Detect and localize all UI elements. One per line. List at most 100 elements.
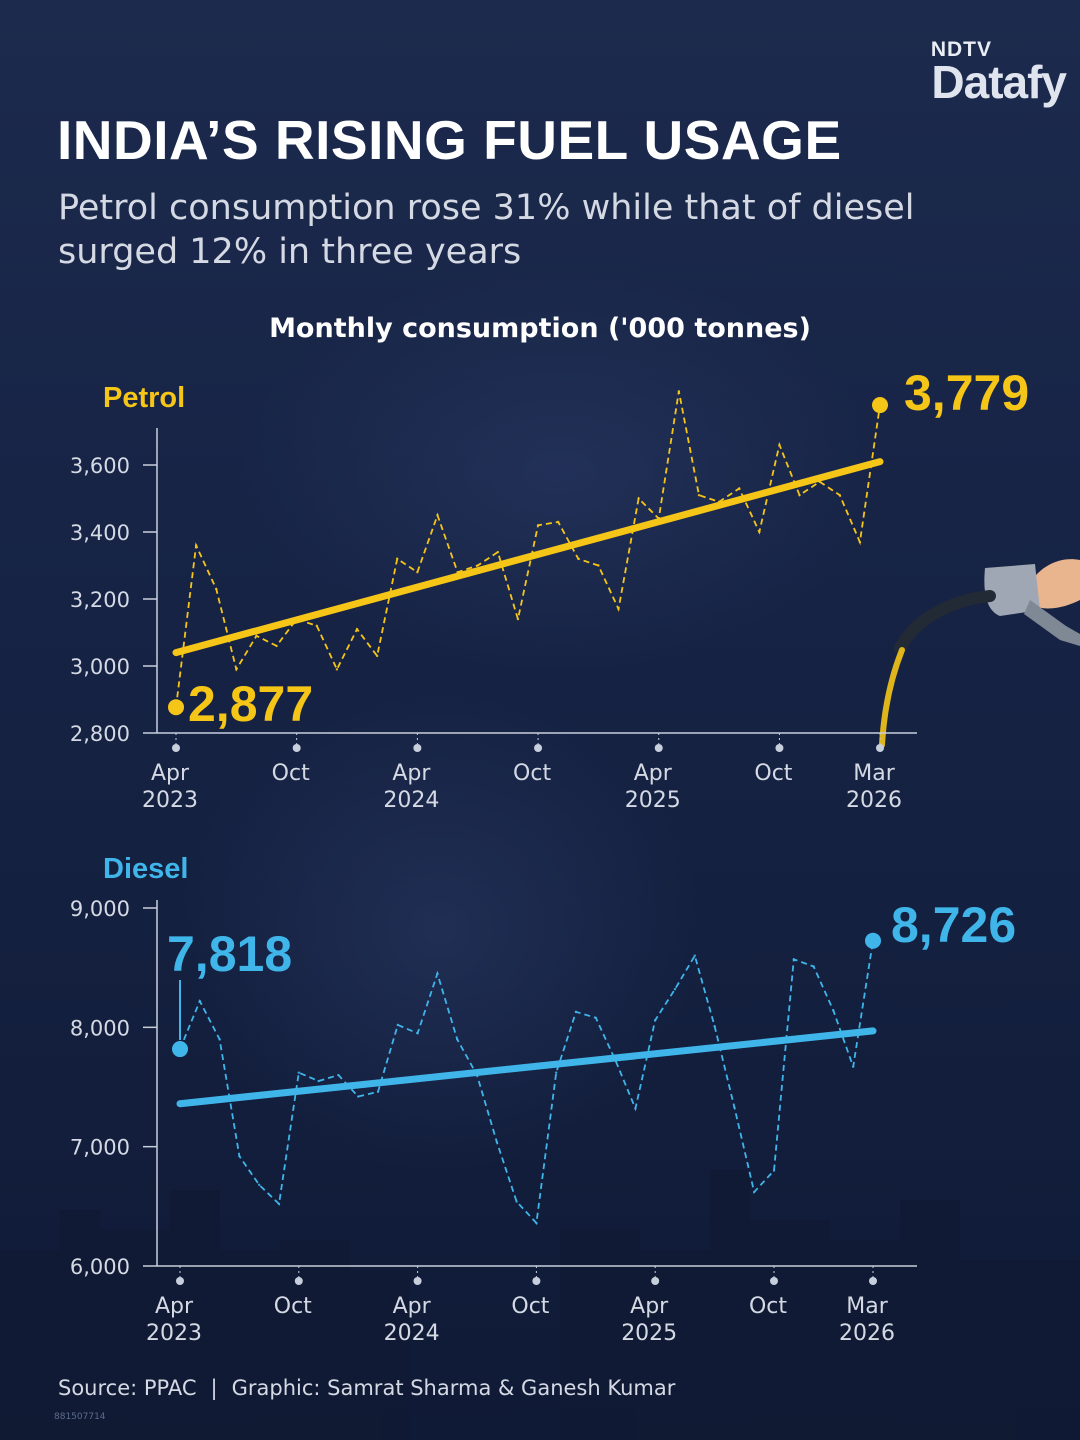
diesel-data-point <box>317 1079 320 1083</box>
petrol-data-point <box>798 493 801 497</box>
petrol-x-tick-label: 2025 <box>625 788 681 813</box>
petrol-data-point <box>275 644 278 648</box>
petrol-data-point <box>738 487 741 490</box>
diesel-data-point <box>495 1140 498 1144</box>
diesel-x-tick-label: 2024 <box>384 1321 440 1346</box>
ndtv-datafy-logo: NDTV Datafy <box>931 38 1067 108</box>
diesel-y-tick-label: 7,000 <box>70 1136 130 1160</box>
source-text: Source: PPAC <box>58 1376 197 1400</box>
diesel-data-point <box>277 1202 281 1206</box>
fuel-pump-nozzle-icon <box>879 559 1080 748</box>
petrol-trend-line <box>172 458 884 657</box>
chart-heading: Monthly consumption ('000 tonnes) <box>269 313 811 344</box>
petrol-x-tick-label: Apr <box>392 761 431 786</box>
diesel-x-tick-dot <box>770 1277 778 1285</box>
diesel-x-tick-label: Mar <box>846 1294 888 1319</box>
petrol-data-point <box>577 557 580 560</box>
diesel-data-point <box>733 1106 736 1109</box>
diesel-x-tick-label: Apr <box>155 1294 194 1319</box>
diesel-data-point <box>654 1018 657 1022</box>
diesel-data-point <box>515 1200 518 1203</box>
petrol-x-tick-dot <box>534 744 543 752</box>
petrol-data-point <box>335 668 339 671</box>
petrol-x-tick-dot <box>654 744 663 752</box>
diesel-trend-line <box>176 1027 877 1108</box>
petrol-end-value-label: 3,779 <box>904 365 1029 421</box>
petrol-data-point <box>476 564 479 567</box>
diesel-start-dot <box>172 1041 188 1058</box>
petrol-x-tick-label: Mar <box>853 761 895 786</box>
petrol-x-tick-label: 2024 <box>383 788 439 813</box>
petrol-y-tick-label: 3,200 <box>70 588 130 612</box>
petrol-data-point <box>556 520 560 524</box>
diesel-data-point <box>673 987 677 991</box>
petrol-monthly-line <box>175 391 881 708</box>
petrol-data-point <box>778 443 781 447</box>
diesel-data-point <box>812 965 815 968</box>
diesel-x-tick-label: Apr <box>630 1294 669 1319</box>
diesel-data-point <box>198 999 201 1003</box>
diesel-data-point <box>218 1038 221 1041</box>
diesel-data-point <box>258 1183 261 1187</box>
diesel-x-tick-label: Apr <box>393 1294 432 1319</box>
petrol-end-dot <box>872 397 888 414</box>
diesel-data-point <box>297 1071 300 1074</box>
petrol-data-point <box>355 627 359 631</box>
petrol-x-tick-label: 2026 <box>846 788 902 813</box>
petrol-data-point <box>516 617 520 621</box>
diesel-data-point <box>436 972 439 975</box>
petrol-y-tick-label: 3,600 <box>70 454 130 478</box>
diesel-y-tick-label: 8,000 <box>70 1016 130 1040</box>
diesel-data-point <box>416 1032 419 1035</box>
petrol-y-tick-label: 2,800 <box>70 722 130 746</box>
petrol-data-point <box>375 654 379 658</box>
petrol-x-tick-dot <box>876 744 884 752</box>
diesel-data-point <box>357 1095 360 1098</box>
diesel-x-tick-dot <box>413 1277 422 1285</box>
petrol-data-point <box>194 544 198 547</box>
diesel-x-tick-label: 2025 <box>621 1321 677 1346</box>
petrol-data-point <box>416 571 419 574</box>
logo-datafy-text: Datafy <box>931 56 1067 108</box>
diesel-end-dot <box>865 932 881 949</box>
diesel-data-point <box>238 1155 241 1158</box>
diesel-x-tick-dot <box>176 1277 184 1285</box>
page-title: INDIA’S RISING FUEL USAGE <box>57 109 842 171</box>
petrol-data-point <box>838 493 841 497</box>
petrol-data-point <box>617 607 620 611</box>
diesel-x-tick-dot <box>294 1277 303 1285</box>
diesel-data-point <box>852 1065 855 1068</box>
petrol-x-tick-label: 2023 <box>142 788 198 813</box>
petrol-x-tick-label: Oct <box>754 761 792 786</box>
diesel-data-point <box>574 1010 578 1014</box>
petrol-data-point <box>315 624 318 627</box>
petrol-data-point <box>758 530 761 534</box>
petrol-data-point <box>536 524 540 527</box>
diesel-start-value-label: 7,818 <box>167 926 292 982</box>
petrol-x-tick-label: Apr <box>151 761 190 786</box>
petrol-data-point <box>677 390 681 393</box>
petrol-data-point <box>215 587 218 591</box>
diesel-data-point <box>337 1073 340 1077</box>
petrol-x-tick-dot <box>292 744 301 752</box>
diesel-y-tick-label: 6,000 <box>70 1255 130 1279</box>
petrol-x-tick-dot <box>172 744 180 752</box>
diesel-data-point <box>693 954 696 957</box>
petrol-x-tick-label: Oct <box>513 761 551 786</box>
petrol-x-tick-dot <box>413 744 422 752</box>
diesel-data-point <box>634 1107 637 1110</box>
diesel-data-point <box>772 1169 776 1172</box>
diesel-data-point <box>456 1038 459 1041</box>
diesel-y-tick-label: 9,000 <box>70 897 130 921</box>
petrol-data-point <box>436 514 439 517</box>
diesel-x-tick-label: 2026 <box>839 1321 895 1346</box>
diesel-data-point <box>535 1221 538 1225</box>
footer-separator: | <box>210 1376 218 1400</box>
diesel-x-tick-label: Oct <box>511 1294 549 1319</box>
diesel-x-tick-dot <box>532 1277 541 1285</box>
petrol-data-point <box>637 497 640 500</box>
diesel-data-point <box>792 958 795 961</box>
